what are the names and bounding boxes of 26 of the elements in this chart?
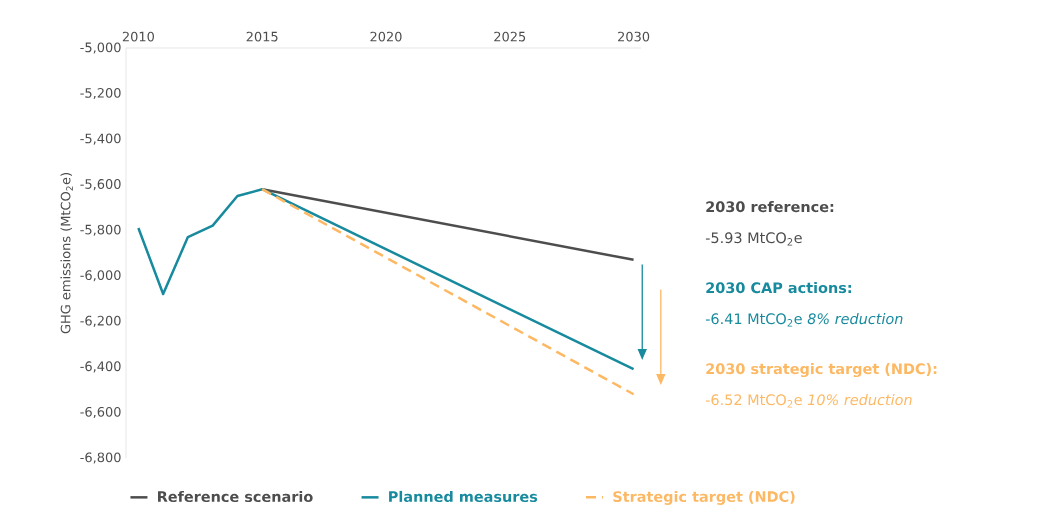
legend-label: Reference scenario — [158, 490, 313, 503]
y-axis-title: GHG emissions (MtCO$_{2}$e) — [60, 173, 73, 334]
text: 2030 CAP actions: — [706, 282, 851, 294]
y-tick-label: -6,200 — [80, 315, 121, 327]
y-tick-label: -6,600 — [80, 406, 121, 418]
y-tick-label: -6,400 — [80, 361, 121, 373]
legend-label: Planned measures — [389, 490, 538, 503]
y-tick-label: -6,800 — [80, 452, 121, 464]
x-tick-label: 2030 — [618, 31, 650, 42]
y-tick-label: -5,000 — [80, 42, 121, 54]
x-tick-label: 2015 — [246, 31, 278, 42]
text: 2030 strategic target (NDC): — [706, 363, 937, 378]
y-tick-label: -6,000 — [80, 270, 121, 282]
legend-label: Strategic target (NDC) — [613, 490, 795, 505]
line-series — [137, 187, 635, 371]
text: -6.52 MtCO$_{2}$e 10% reduction — [705, 394, 912, 408]
y-tick-label: -5,600 — [80, 179, 121, 191]
x-tick-label: 2010 — [122, 31, 154, 42]
text: -5.93 MtCO$_{2}$e — [705, 232, 802, 246]
y-tick-label: -5,400 — [80, 133, 121, 145]
text: 2030 reference: — [706, 201, 834, 213]
y-tick-label: -5,800 — [80, 224, 121, 236]
text: -6.41 MtCO$_{2}$e 8% reduction — [705, 313, 903, 327]
x-tick-label: 2025 — [494, 31, 526, 42]
y-tick-label: -5,200 — [80, 88, 121, 100]
x-tick-label: 2020 — [370, 31, 402, 42]
